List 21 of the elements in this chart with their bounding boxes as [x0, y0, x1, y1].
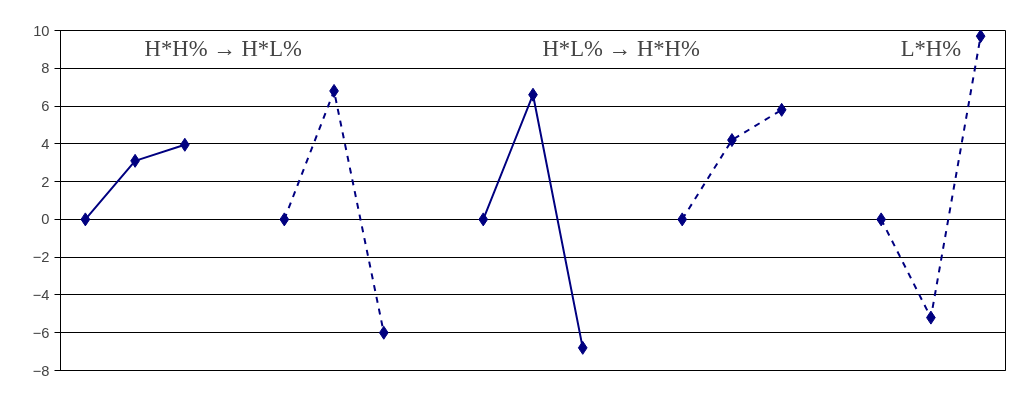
- y-tick-label: −2: [32, 249, 50, 266]
- annotation: H*H% → H*L%: [144, 36, 303, 62]
- y-tick-label: 4: [41, 135, 50, 152]
- point: [776, 102, 787, 117]
- y-tick-label: 0: [41, 211, 50, 228]
- point: [378, 325, 389, 340]
- y-tick-label: 8: [41, 60, 50, 77]
- y-tick-label: 6: [41, 98, 50, 115]
- y-tick-label: −8: [32, 362, 50, 379]
- y-tick-label: −4: [32, 286, 50, 303]
- point: [279, 212, 290, 227]
- point: [478, 212, 489, 227]
- point: [677, 212, 688, 227]
- point: [577, 340, 588, 355]
- point: [80, 212, 91, 227]
- y-tick-label: 10: [33, 22, 50, 39]
- y-tick-label: −6: [32, 324, 50, 341]
- annotation: L*H%: [900, 36, 962, 62]
- y-tick-label: 2: [41, 173, 50, 190]
- annotation: H*L% → H*H%: [542, 36, 700, 62]
- point: [975, 30, 986, 44]
